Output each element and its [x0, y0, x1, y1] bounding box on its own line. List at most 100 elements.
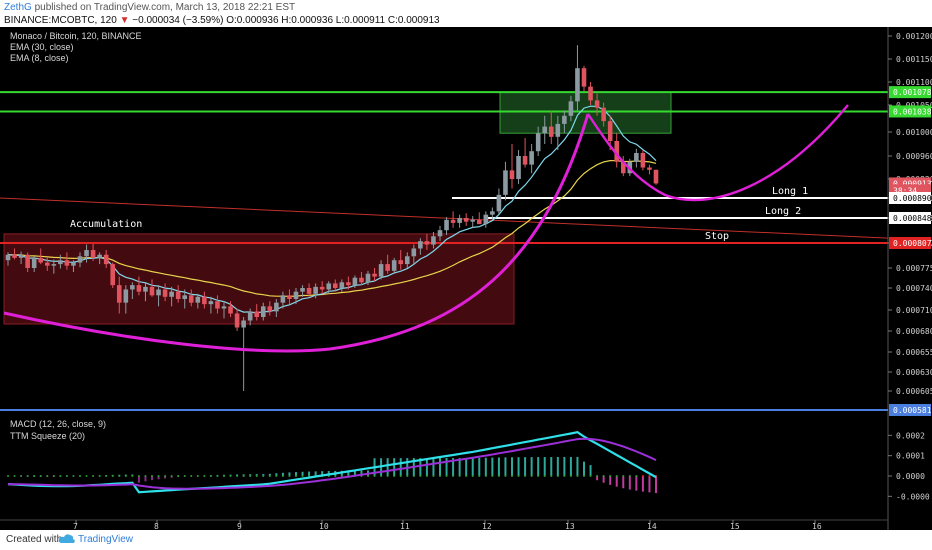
- price-label-box: [889, 192, 931, 204]
- candle-body: [450, 219, 456, 223]
- y-tick-label: 0.000605: [896, 387, 932, 396]
- candle-body: [293, 291, 299, 299]
- squeeze-dot: [268, 475, 271, 477]
- down-triangle-icon: ▼: [119, 15, 130, 26]
- publish-info: ZethG published on TradingView.com, Marc…: [4, 2, 295, 13]
- squeeze-dot: [504, 475, 507, 477]
- x-tick-label: 10: [319, 522, 329, 530]
- squeeze-dot: [288, 475, 291, 477]
- chart-area[interactable]: Accumulation Long 1 Long 2 Stop 0.001200…: [0, 27, 932, 531]
- squeeze-dot: [340, 475, 343, 477]
- squeeze-dot: [412, 475, 415, 477]
- squeeze-dot: [13, 475, 16, 477]
- squeeze-dot: [386, 475, 389, 477]
- squeeze-dot: [59, 475, 62, 477]
- cup-curve: [3, 113, 590, 353]
- candle-body: [555, 123, 561, 137]
- footer: Created with TradingView: [0, 530, 932, 550]
- squeeze-dot: [92, 475, 95, 477]
- candle-body: [156, 289, 161, 296]
- legend-ema8[interactable]: EMA (8, close): [10, 53, 69, 63]
- squeeze-dot: [406, 475, 409, 477]
- squeeze-dot: [46, 475, 49, 477]
- long2-label: Long 2: [765, 206, 801, 217]
- squeeze-dot: [373, 475, 376, 477]
- squeeze-dot: [596, 475, 599, 477]
- x-tick-label: 12: [482, 522, 492, 530]
- candle-body: [12, 254, 17, 258]
- candle-body: [581, 68, 587, 87]
- candle-body: [136, 285, 142, 292]
- candle-body: [516, 156, 521, 179]
- squeeze-dot: [458, 475, 461, 477]
- author-link[interactable]: ZethG: [4, 2, 32, 13]
- squeeze-dot: [609, 475, 612, 477]
- price-chart[interactable]: Accumulation Long 1 Long 2 Stop 0.001200…: [0, 27, 932, 531]
- legend-ttm[interactable]: TTM Squeeze (20): [10, 431, 86, 441]
- squeeze-dot: [209, 475, 212, 477]
- squeeze-dot: [26, 475, 29, 477]
- candle-body: [457, 218, 462, 223]
- price-label-box: [889, 105, 931, 118]
- squeeze-dot: [118, 475, 121, 477]
- candle-body: [31, 257, 37, 268]
- squeeze-dot: [190, 475, 193, 477]
- price-label-box: [889, 86, 931, 99]
- candle-body: [247, 311, 253, 321]
- publish-text: published on TradingView.com, March 13, …: [31, 2, 296, 13]
- price-label-box: [889, 404, 931, 416]
- candle-body: [346, 282, 351, 286]
- tradingview-cloud-icon[interactable]: [58, 533, 76, 545]
- candle-body: [175, 291, 181, 299]
- projection-curve: [587, 104, 849, 202]
- squeeze-dot: [33, 475, 36, 477]
- candle-body: [332, 283, 338, 288]
- candle-body: [496, 194, 502, 212]
- ema30-line: [7, 159, 657, 298]
- x-tick-label: 7: [73, 522, 78, 530]
- squeeze-dot: [367, 475, 369, 477]
- candle-body: [562, 115, 567, 124]
- squeeze-dot: [628, 475, 631, 477]
- candle-body: [483, 214, 489, 225]
- squeeze-dot: [602, 475, 605, 477]
- candle-body: [463, 218, 469, 222]
- candle-body: [522, 156, 528, 165]
- accumulation-zone: [3, 233, 515, 325]
- price-label-text: 0.000890: [893, 194, 932, 203]
- candle-body: [640, 153, 646, 168]
- legend-title: Monaco / Bitcoin, 120, BINANCE: [10, 31, 142, 41]
- x-tick-label: 16: [812, 522, 822, 530]
- candle-body: [18, 254, 24, 258]
- candle-body: [188, 295, 194, 303]
- candle-body: [352, 277, 358, 286]
- candle-body: [319, 286, 325, 290]
- x-tick-label: 14: [647, 522, 657, 530]
- squeeze-dot: [511, 475, 513, 477]
- y-tick-label: 0.000680: [896, 327, 932, 336]
- tradingview-link[interactable]: TradingView: [78, 534, 134, 545]
- squeeze-dot: [432, 475, 435, 477]
- y-tick-label: 0.000775: [896, 264, 932, 273]
- candle-body: [274, 302, 279, 312]
- squeeze-dot: [131, 475, 134, 477]
- macd-y-tick-label: 0.0001: [896, 452, 925, 461]
- squeeze-dot: [105, 475, 108, 477]
- y-tick-label: 0.000960: [896, 152, 932, 161]
- trend-line: [0, 197, 889, 239]
- candle-body: [470, 219, 476, 222]
- squeeze-dot: [615, 475, 618, 477]
- y-tick-label: 0.000630: [896, 368, 932, 377]
- squeeze-dot: [39, 475, 42, 477]
- candle-body: [58, 260, 63, 265]
- candle-body: [391, 260, 397, 271]
- legend-ema30[interactable]: EMA (30, close): [10, 42, 74, 52]
- price-label-text: 0.000807: [893, 239, 932, 248]
- legend-macd[interactable]: MACD (12, 26, close, 9): [10, 419, 107, 429]
- candle-body: [647, 167, 652, 170]
- y-tick-label: 0.001200: [896, 32, 932, 41]
- candle-body: [503, 170, 508, 195]
- squeeze-dot: [576, 475, 579, 477]
- candle-body: [300, 288, 305, 292]
- squeeze-dot: [635, 475, 638, 477]
